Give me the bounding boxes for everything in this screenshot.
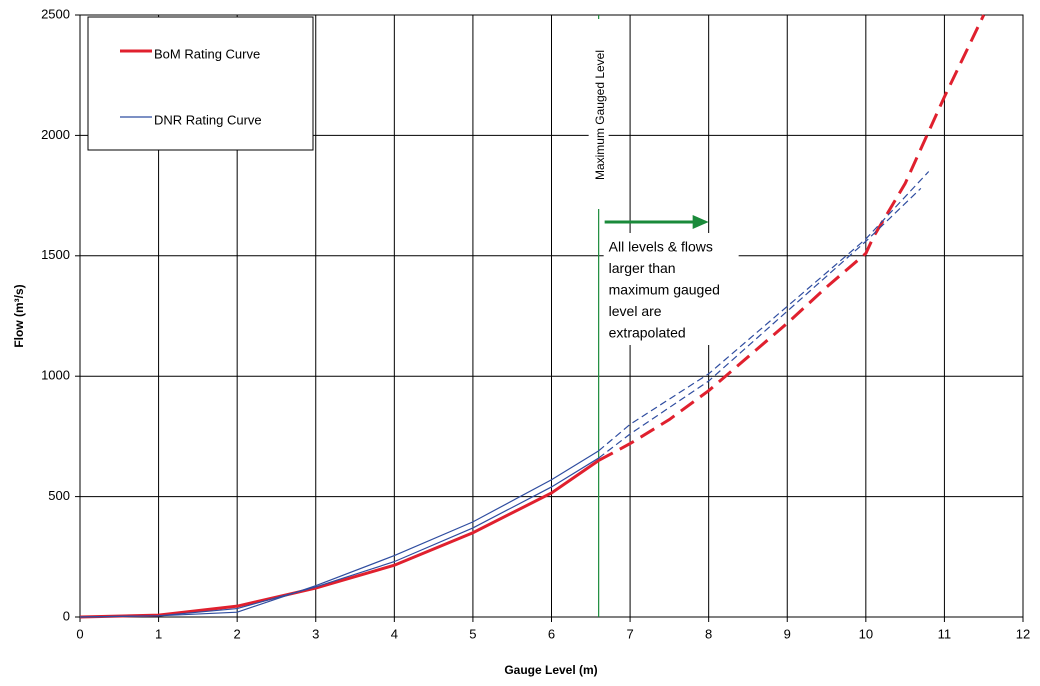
legend-label: BoM Rating Curve xyxy=(154,46,260,61)
x-tick-label: 3 xyxy=(312,626,319,641)
y-tick-label: 1000 xyxy=(41,368,70,383)
x-tick-label: 4 xyxy=(391,626,398,641)
x-tick-label: 8 xyxy=(705,626,712,641)
annotation-bg xyxy=(603,233,739,345)
annotation-line: All levels & flows xyxy=(609,239,713,255)
max-gauged-label: Maximum Gauged Level xyxy=(593,50,607,180)
y-tick-label: 500 xyxy=(48,488,70,503)
x-tick-label: 0 xyxy=(76,626,83,641)
annotation-line: level are xyxy=(609,303,662,319)
x-axis-title: Gauge Level (m) xyxy=(504,663,597,677)
series-line xyxy=(79,457,599,618)
x-tick-label: 9 xyxy=(784,626,791,641)
label-bg xyxy=(588,19,609,209)
series-line xyxy=(598,171,930,452)
x-tick-label: 1 xyxy=(155,626,162,641)
y-tick-label: 2000 xyxy=(41,127,70,142)
y-tick-label: 2500 xyxy=(41,6,70,21)
x-tick-label: 7 xyxy=(626,626,633,641)
annotation-line: maximum gauged xyxy=(609,282,720,298)
y-tick-label: 1500 xyxy=(41,247,70,262)
y-tick-label: 0 xyxy=(63,608,70,623)
x-tick-label: 12 xyxy=(1016,626,1030,641)
legend xyxy=(87,16,314,151)
y-axis-title: Flow (m³/s) xyxy=(12,284,26,347)
x-tick-label: 11 xyxy=(938,626,952,641)
series-line xyxy=(598,187,922,459)
grid xyxy=(75,14,1024,622)
arrow-head xyxy=(692,215,709,229)
x-tick-label: 10 xyxy=(859,626,873,641)
x-tick-label: 5 xyxy=(469,626,476,641)
series-line xyxy=(597,14,986,462)
annotation-line: extrapolated xyxy=(609,325,686,341)
x-tick-label: 2 xyxy=(234,626,241,641)
series-line xyxy=(79,459,600,619)
x-tick-label: 6 xyxy=(548,626,555,641)
annotation-line: larger than xyxy=(609,260,676,276)
series xyxy=(79,14,986,619)
legend-label: DNR Rating Curve xyxy=(154,112,262,127)
